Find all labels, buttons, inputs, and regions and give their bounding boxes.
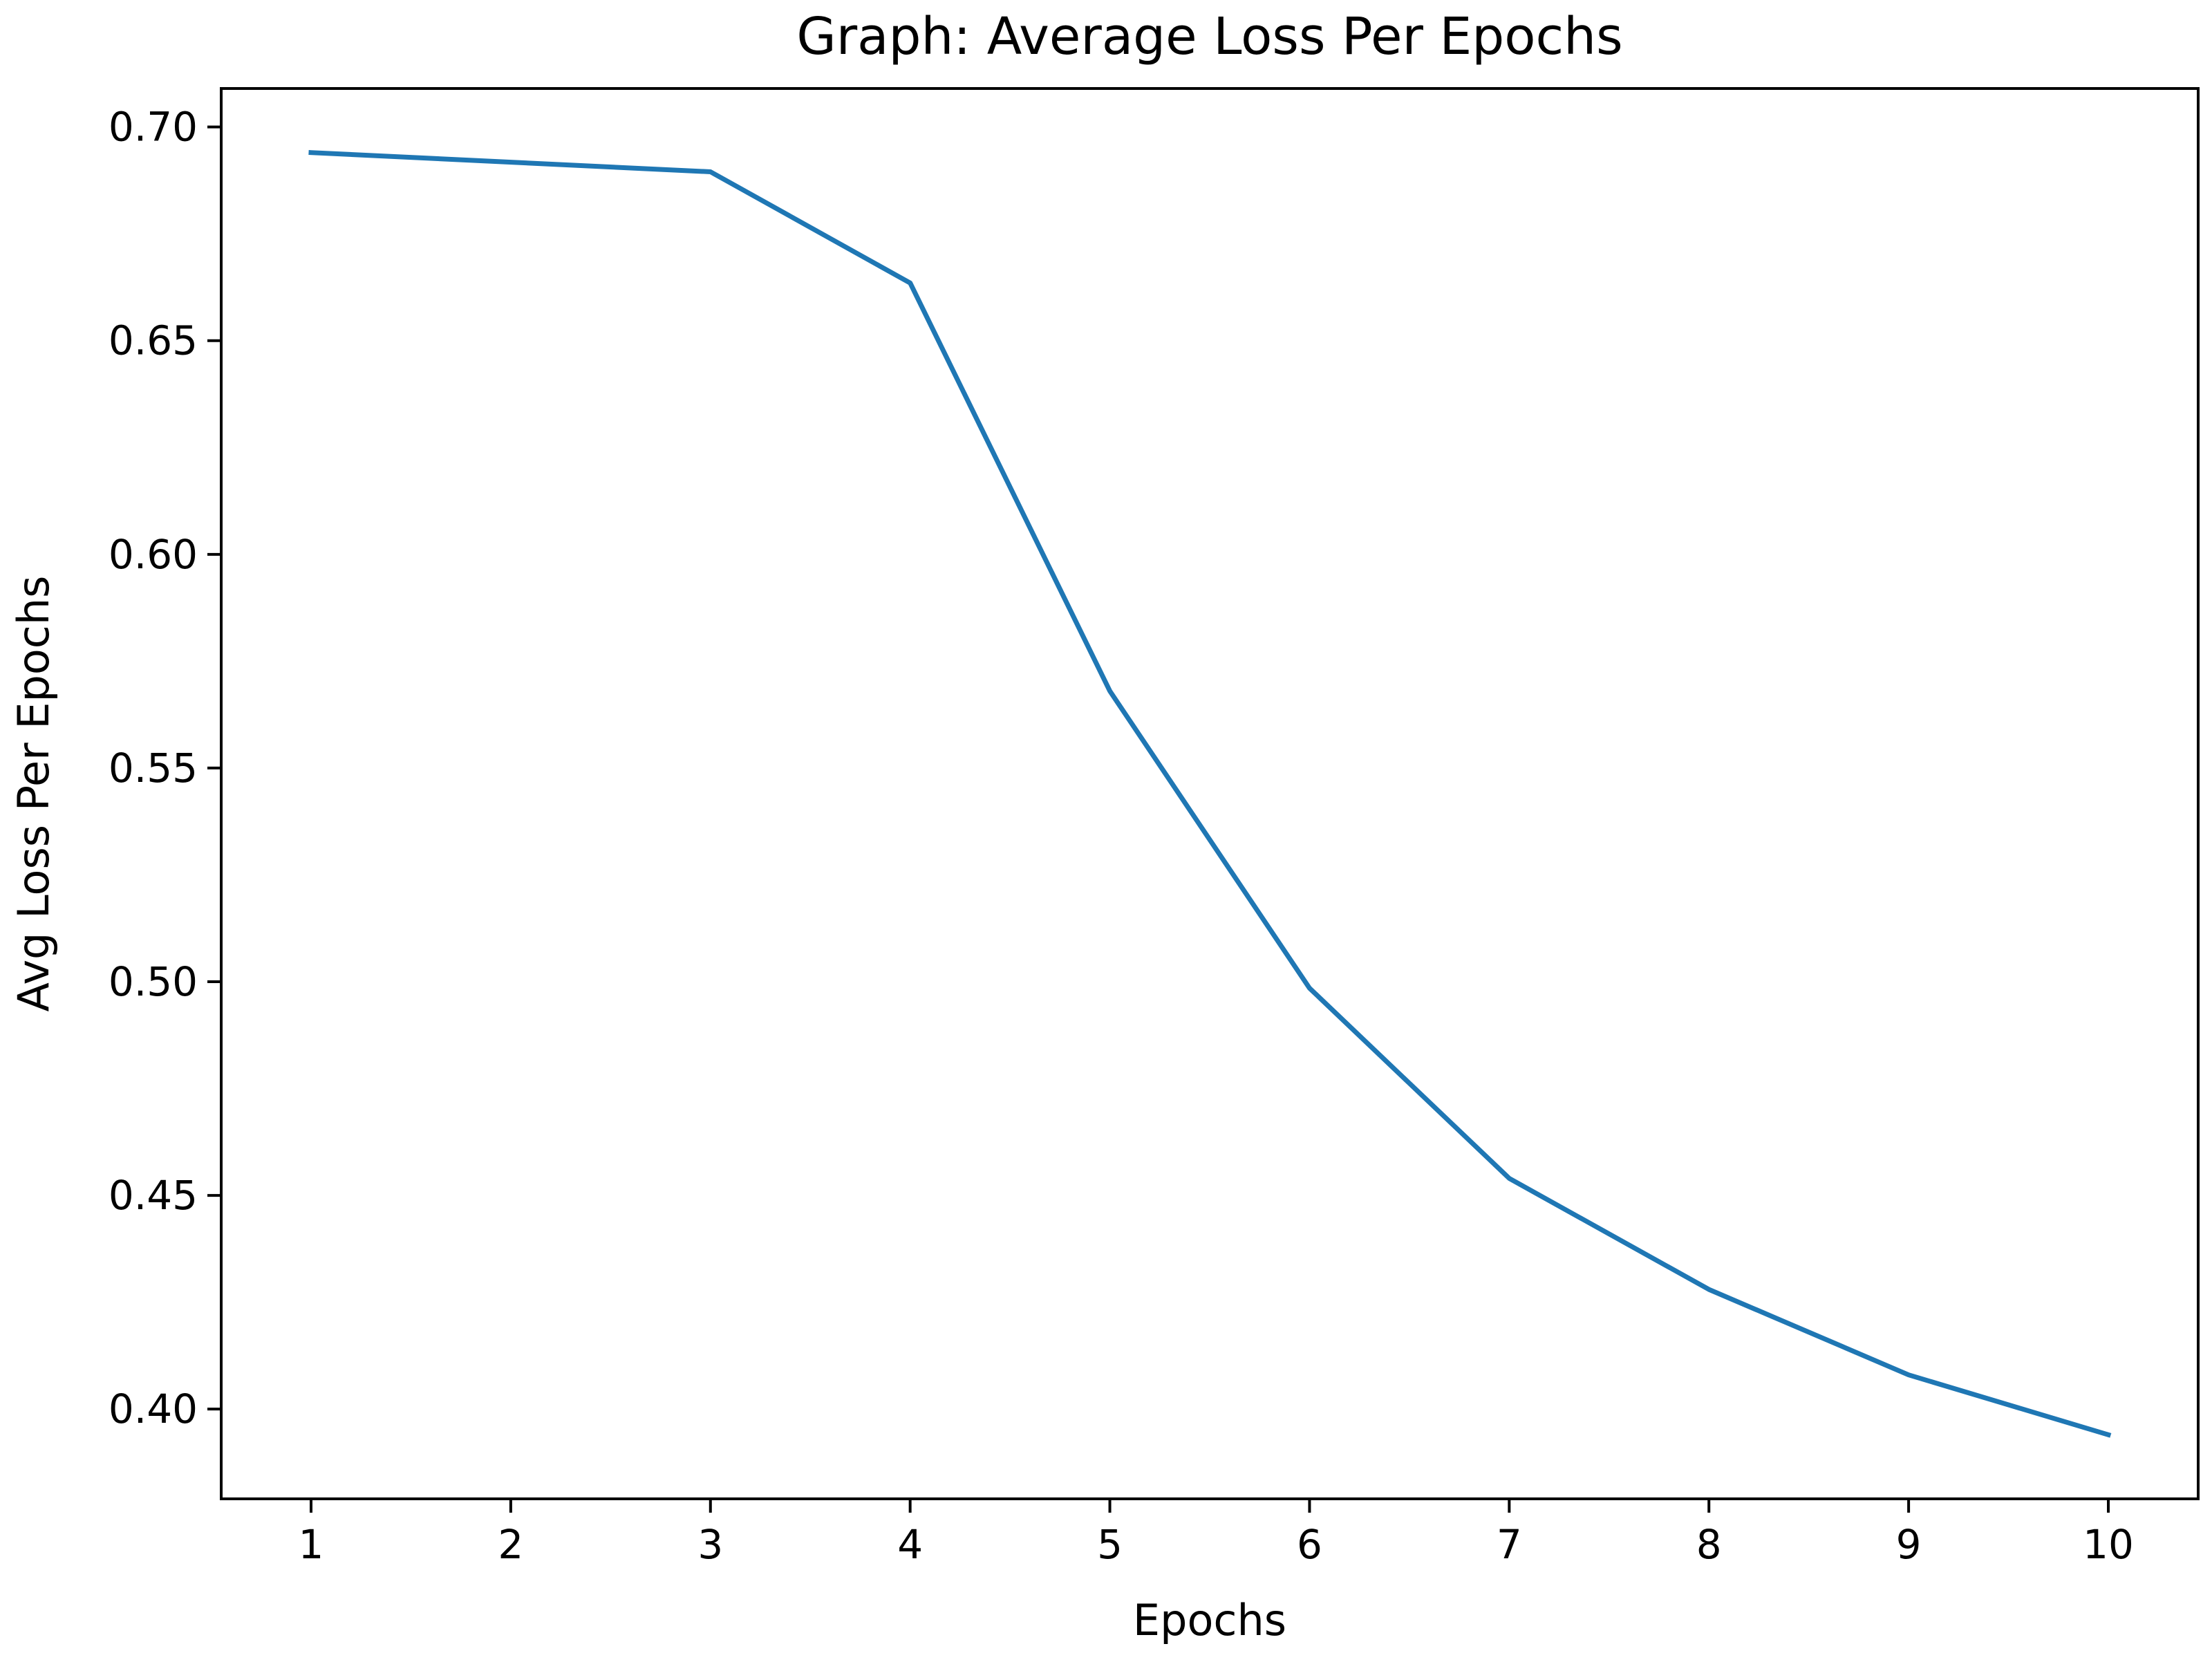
y-tick-label: 0.45 xyxy=(109,1172,198,1219)
x-tick-label: 3 xyxy=(697,1521,723,1568)
x-tick-label: 9 xyxy=(1896,1521,1922,1568)
x-tick-label: 6 xyxy=(1297,1521,1322,1568)
x-tick-label: 2 xyxy=(498,1521,523,1568)
x-tick-label: 4 xyxy=(897,1521,923,1568)
x-axis-ticks: 1 2 3 4 5 6 7 8 9 10 xyxy=(299,1499,2134,1568)
y-tick-label: 0.50 xyxy=(109,958,198,1005)
series-line xyxy=(308,150,2112,1438)
x-axis-label: Epochs xyxy=(1133,1595,1286,1645)
x-tick-label: 1 xyxy=(299,1521,324,1568)
y-tick-label: 0.60 xyxy=(109,531,198,578)
y-tick-label: 0.70 xyxy=(109,104,198,151)
series-layer xyxy=(308,150,2112,1438)
x-tick-label: 5 xyxy=(1097,1521,1123,1568)
y-axis-label: Avg Loss Per Epochs xyxy=(8,576,59,1012)
y-tick-label: 0.55 xyxy=(109,745,198,792)
x-tick-label: 10 xyxy=(2083,1521,2134,1568)
y-axis-ticks: 0.40 0.45 0.50 0.55 0.60 0.65 0.70 xyxy=(109,104,221,1432)
chart-title: Graph: Average Loss Per Epochs xyxy=(796,7,1622,66)
y-tick-label: 0.65 xyxy=(109,317,198,364)
plot-area-frame xyxy=(220,87,2200,1500)
x-tick-label: 8 xyxy=(1696,1521,1722,1568)
y-tick-label: 0.40 xyxy=(109,1385,198,1432)
x-tick-label: 7 xyxy=(1497,1521,1522,1568)
